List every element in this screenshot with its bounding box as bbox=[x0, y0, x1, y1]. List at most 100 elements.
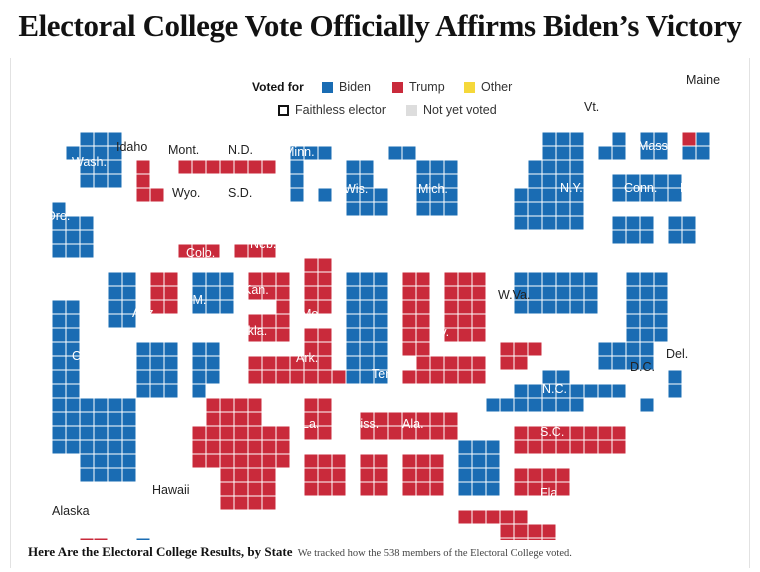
elector-tile bbox=[303, 369, 319, 385]
elector-tile bbox=[303, 397, 319, 413]
state-al[interactable] bbox=[401, 453, 445, 497]
state-label-ia: Iowa bbox=[292, 232, 318, 246]
state-hi[interactable] bbox=[135, 537, 192, 540]
state-ak[interactable] bbox=[79, 537, 109, 540]
elector-tile bbox=[681, 229, 697, 245]
state-sc[interactable] bbox=[513, 467, 571, 497]
elector-tile bbox=[555, 271, 571, 287]
elector-tile bbox=[205, 453, 221, 469]
elector-tile bbox=[401, 299, 417, 315]
elector-tile bbox=[555, 201, 571, 217]
state-wi[interactable] bbox=[345, 159, 389, 217]
elector-tile bbox=[373, 313, 389, 329]
elector-tile bbox=[401, 313, 417, 329]
state-wv[interactable] bbox=[499, 341, 543, 371]
elector-tile bbox=[415, 271, 431, 287]
state-wa[interactable] bbox=[65, 131, 123, 189]
state-ne[interactable] bbox=[247, 271, 291, 315]
state-ma[interactable] bbox=[611, 173, 683, 203]
state-il[interactable] bbox=[345, 271, 389, 385]
elector-tile bbox=[625, 313, 641, 329]
state-de[interactable] bbox=[667, 369, 683, 399]
state-label-ms: Miss. bbox=[350, 417, 379, 431]
elector-tile bbox=[569, 159, 585, 175]
state-ut[interactable] bbox=[149, 271, 179, 315]
elector-tile bbox=[107, 467, 123, 483]
state-ri[interactable] bbox=[667, 215, 697, 245]
state-mi[interactable] bbox=[387, 145, 459, 217]
elector-tile bbox=[79, 173, 95, 189]
elector-tile bbox=[513, 537, 529, 540]
state-mn[interactable] bbox=[289, 145, 333, 203]
state-mt[interactable] bbox=[177, 159, 235, 175]
state-mo[interactable] bbox=[303, 327, 347, 385]
state-ca[interactable] bbox=[51, 299, 137, 483]
elector-tile bbox=[387, 145, 403, 161]
elector-tile bbox=[639, 285, 655, 301]
state-az[interactable] bbox=[135, 341, 179, 399]
state-nc[interactable] bbox=[513, 425, 627, 455]
elector-tile bbox=[471, 355, 487, 371]
state-in[interactable] bbox=[401, 271, 431, 357]
headline: Electoral College Vote Officially Affirm… bbox=[18, 8, 742, 43]
elector-tile bbox=[387, 411, 403, 427]
state-vt[interactable] bbox=[597, 131, 627, 161]
state-ks[interactable] bbox=[247, 313, 291, 343]
state-nj[interactable] bbox=[625, 271, 669, 343]
elector-tile bbox=[107, 313, 123, 329]
elector-tile bbox=[163, 299, 179, 315]
elector-tile bbox=[611, 425, 627, 441]
state-fl[interactable] bbox=[457, 509, 557, 540]
elector-tile bbox=[443, 299, 459, 315]
state-ct[interactable] bbox=[611, 215, 655, 245]
state-ar[interactable] bbox=[303, 397, 333, 441]
elector-tile bbox=[233, 467, 249, 483]
elector-tile bbox=[625, 299, 641, 315]
elector-tile bbox=[65, 243, 81, 259]
state-ky[interactable] bbox=[401, 355, 487, 385]
state-nh[interactable] bbox=[639, 131, 669, 161]
elector-tile bbox=[163, 369, 179, 385]
state-wy[interactable] bbox=[177, 243, 221, 259]
state-dc[interactable] bbox=[639, 397, 655, 413]
elector-tile bbox=[331, 467, 347, 483]
state-la[interactable] bbox=[303, 453, 347, 497]
elector-tile bbox=[541, 285, 557, 301]
elector-tile bbox=[65, 229, 81, 245]
elector-tile bbox=[471, 271, 487, 287]
state-pa[interactable] bbox=[513, 271, 599, 315]
state-nv[interactable] bbox=[107, 271, 137, 329]
elector-tile bbox=[135, 383, 151, 399]
elector-tile bbox=[583, 425, 599, 441]
state-ia[interactable] bbox=[303, 257, 333, 315]
state-md[interactable] bbox=[583, 341, 655, 399]
elector-tile bbox=[51, 439, 67, 455]
elector-tile bbox=[51, 229, 67, 245]
state-nm[interactable] bbox=[191, 341, 221, 399]
elector-tile bbox=[527, 439, 543, 455]
state-oh[interactable] bbox=[443, 271, 487, 343]
elector-tile bbox=[317, 397, 333, 413]
elector-tile bbox=[191, 271, 207, 287]
elector-tile bbox=[513, 355, 529, 371]
elector-tile bbox=[163, 341, 179, 357]
state-nd[interactable] bbox=[233, 159, 277, 175]
state-va[interactable] bbox=[485, 369, 585, 413]
state-id[interactable] bbox=[135, 159, 165, 203]
state-tn[interactable] bbox=[359, 411, 459, 441]
state-ok[interactable] bbox=[247, 355, 305, 385]
state-tx[interactable] bbox=[191, 397, 291, 511]
elector-tile bbox=[275, 271, 291, 287]
state-or[interactable] bbox=[51, 201, 95, 259]
elector-tile bbox=[555, 285, 571, 301]
state-sd[interactable] bbox=[233, 243, 277, 259]
state-co[interactable] bbox=[191, 271, 235, 315]
elector-tile bbox=[639, 229, 655, 245]
state-ga[interactable] bbox=[457, 439, 501, 497]
elector-tile bbox=[51, 425, 67, 441]
elector-tile bbox=[667, 369, 683, 385]
state-ny[interactable] bbox=[513, 131, 585, 231]
elector-tile bbox=[499, 523, 515, 539]
state-ms[interactable] bbox=[359, 453, 389, 497]
state-label-va: Va. bbox=[548, 338, 566, 352]
